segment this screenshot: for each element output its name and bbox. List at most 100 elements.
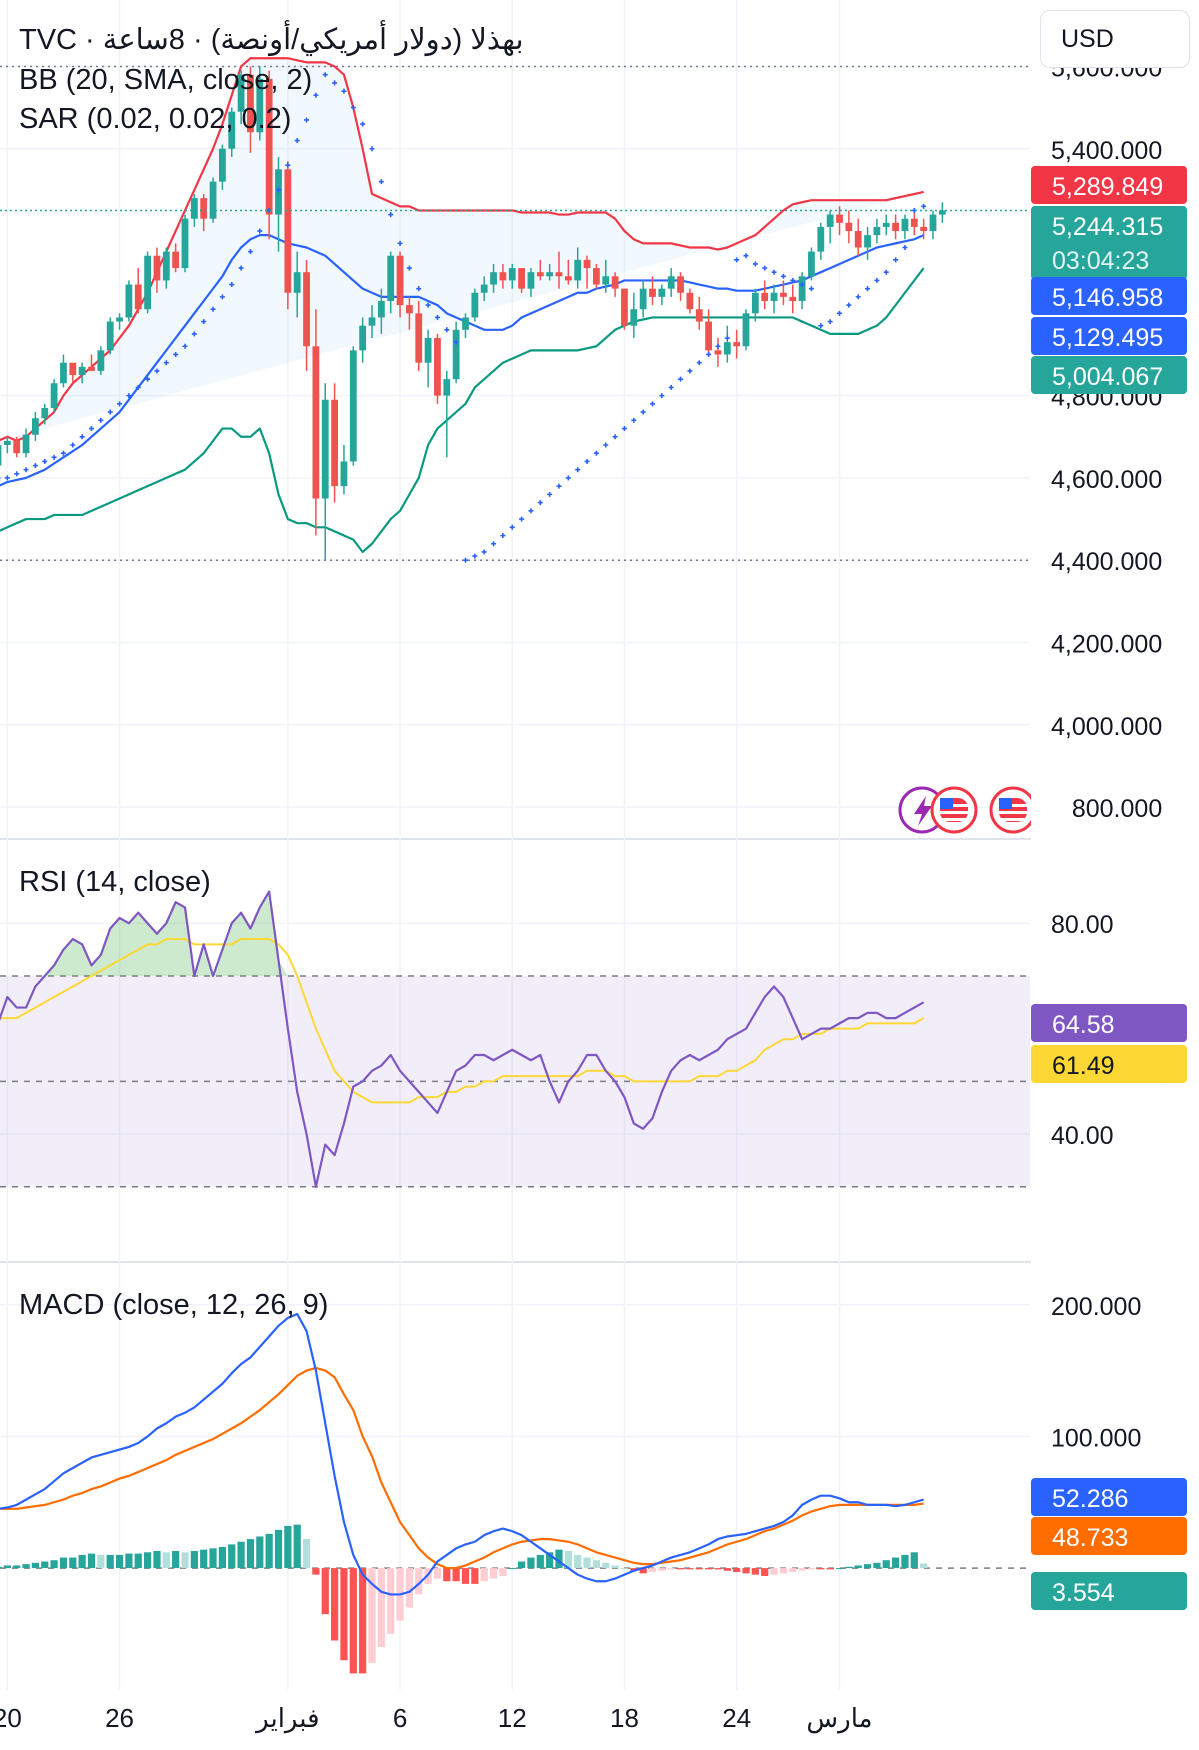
candle-body[interactable] xyxy=(69,362,77,376)
currency-button[interactable]: USD xyxy=(1040,10,1190,68)
candle-body[interactable] xyxy=(3,440,11,445)
rsi-pane[interactable] xyxy=(0,890,1030,1188)
candle-body[interactable] xyxy=(256,78,264,133)
candle-body[interactable] xyxy=(761,292,769,301)
candle-body[interactable] xyxy=(462,317,469,330)
candle-body[interactable] xyxy=(892,222,899,232)
candle-body[interactable] xyxy=(331,399,338,487)
candle-body[interactable] xyxy=(742,313,750,347)
candle-body[interactable] xyxy=(808,251,815,277)
time-axis[interactable]: 20 26 فبراير 6 12 18 24 مارس xyxy=(0,1703,873,1734)
candle-body[interactable] xyxy=(667,276,675,289)
candle-body[interactable] xyxy=(546,272,554,277)
candle-body[interactable] xyxy=(611,276,619,289)
candle-body[interactable] xyxy=(901,218,909,232)
candle-body[interactable] xyxy=(854,231,862,248)
candle-body[interactable] xyxy=(13,440,21,454)
candle-body[interactable] xyxy=(677,276,684,293)
candle-body[interactable] xyxy=(209,181,217,219)
rsi-ma-value-tag[interactable]: 61.49 xyxy=(1031,1045,1187,1083)
candle-body[interactable] xyxy=(499,272,507,281)
candle-body[interactable] xyxy=(817,226,825,252)
candle-body[interactable] xyxy=(639,288,647,310)
candle-body[interactable] xyxy=(144,255,151,310)
candle-body[interactable] xyxy=(50,383,58,408)
candle-body[interactable] xyxy=(200,198,208,219)
rsi-legend[interactable]: RSI (14, close) xyxy=(19,866,211,898)
candle-body[interactable] xyxy=(518,268,525,289)
candle-body[interactable] xyxy=(434,338,441,396)
candle-body[interactable] xyxy=(798,276,806,301)
candle-body[interactable] xyxy=(938,210,946,215)
candle-body[interactable] xyxy=(770,292,778,301)
macd-value-tag[interactable]: 52.286 xyxy=(1031,1478,1187,1516)
histogram-value-tag[interactable]: 3.554 xyxy=(1031,1572,1187,1610)
candle-body[interactable] xyxy=(0,445,2,466)
candle-body[interactable] xyxy=(106,321,114,351)
candle-body[interactable] xyxy=(480,284,488,293)
candle-body[interactable] xyxy=(536,272,544,277)
candle-body[interactable] xyxy=(826,214,834,227)
candle-body[interactable] xyxy=(751,292,759,314)
us-flag-event-icon[interactable] xyxy=(989,786,1037,834)
candle-body[interactable] xyxy=(555,272,563,277)
candle-body[interactable] xyxy=(228,111,236,149)
candle-body[interactable] xyxy=(97,350,105,371)
candle-body[interactable] xyxy=(22,434,30,454)
candle-body[interactable] xyxy=(443,379,451,396)
bb-upper-tag[interactable]: 5,289.849 xyxy=(1031,166,1187,204)
macd-pane[interactable] xyxy=(0,1312,1030,1674)
bb-basis-tag[interactable]: 5,129.495 xyxy=(1031,317,1187,355)
candle-body[interactable] xyxy=(686,292,694,310)
candle-body[interactable] xyxy=(396,255,404,306)
candle-body[interactable] xyxy=(181,218,189,269)
candle-body[interactable] xyxy=(377,300,385,318)
candle-body[interactable] xyxy=(321,399,329,499)
candle-body[interactable] xyxy=(621,288,628,326)
last-price-tag[interactable]: 5,244.315 03:04:23 xyxy=(1031,206,1187,280)
candle-body[interactable] xyxy=(882,222,890,227)
bb-legend[interactable]: BB (20, SMA, close, 2) xyxy=(19,64,313,96)
candle-body[interactable] xyxy=(920,226,928,232)
candle-body[interactable] xyxy=(116,317,123,322)
candle-body[interactable] xyxy=(873,226,881,236)
candle-body[interactable] xyxy=(78,366,86,376)
candle-body[interactable] xyxy=(247,74,254,133)
candle-body[interactable] xyxy=(293,272,301,293)
price-pane[interactable] xyxy=(0,57,1030,563)
candle-body[interactable] xyxy=(340,461,348,487)
candle-body[interactable] xyxy=(265,78,273,215)
candle-body[interactable] xyxy=(219,148,226,182)
candle-body[interactable] xyxy=(593,268,600,285)
candle-body[interactable] xyxy=(60,362,67,384)
candle-body[interactable] xyxy=(714,350,722,355)
candle-body[interactable] xyxy=(695,309,703,322)
candle-body[interactable] xyxy=(349,350,357,462)
candle-body[interactable] xyxy=(649,288,656,297)
symbol-legend[interactable]: TVC · بهذلا (دولار أمريكي/أونصة) · 8ساعة xyxy=(19,24,524,56)
candle-body[interactable] xyxy=(303,272,310,347)
signal-value-tag[interactable]: 48.733 xyxy=(1031,1517,1187,1555)
sar-tag[interactable]: 5,146.958 xyxy=(1031,277,1187,315)
candle-body[interactable] xyxy=(452,329,460,380)
candle-body[interactable] xyxy=(172,251,180,269)
candle-body[interactable] xyxy=(630,309,638,326)
candle-body[interactable] xyxy=(471,292,479,318)
candle-body[interactable] xyxy=(780,292,787,297)
candle-body[interactable] xyxy=(406,305,413,314)
candle-body[interactable] xyxy=(284,169,292,293)
candle-body[interactable] xyxy=(125,284,133,318)
bb-lower-tag[interactable]: 5,004.067 xyxy=(1031,356,1187,394)
candle-body[interactable] xyxy=(190,198,198,219)
candle-body[interactable] xyxy=(574,259,582,281)
candle-body[interactable] xyxy=(910,218,918,227)
price-axis[interactable]: 5,600.0005,400.0004,800.0004,600.0004,40… xyxy=(1031,0,1199,1750)
candle-body[interactable] xyxy=(153,255,161,281)
candle-body[interactable] xyxy=(583,259,591,269)
candle-body[interactable] xyxy=(723,342,731,355)
candle-body[interactable] xyxy=(564,276,572,281)
candle-body[interactable] xyxy=(836,214,843,223)
candle-body[interactable] xyxy=(508,268,516,281)
candle-body[interactable] xyxy=(387,255,395,301)
